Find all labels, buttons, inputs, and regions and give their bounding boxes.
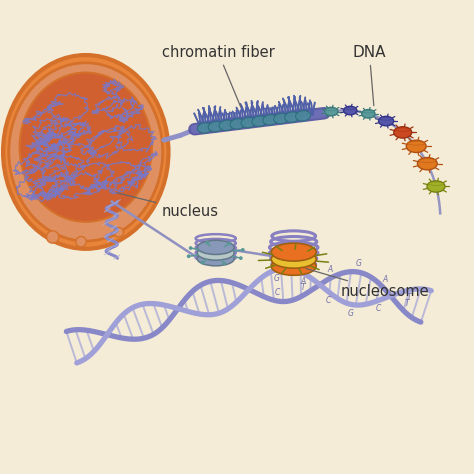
Circle shape	[227, 242, 231, 246]
Text: A: A	[328, 265, 333, 274]
Text: A: A	[300, 277, 305, 286]
Circle shape	[222, 262, 226, 265]
Ellipse shape	[379, 117, 393, 120]
Text: nucleosome: nucleosome	[306, 268, 429, 299]
Ellipse shape	[344, 107, 356, 109]
Ellipse shape	[406, 140, 426, 153]
Text: A: A	[383, 274, 388, 283]
Text: C: C	[325, 296, 331, 305]
Text: C: C	[275, 288, 280, 297]
Circle shape	[241, 248, 245, 252]
Circle shape	[187, 255, 191, 258]
Ellipse shape	[271, 250, 316, 268]
Ellipse shape	[219, 120, 234, 130]
Ellipse shape	[263, 115, 278, 125]
Ellipse shape	[325, 107, 338, 116]
Circle shape	[239, 256, 243, 260]
Circle shape	[189, 246, 192, 250]
Ellipse shape	[252, 116, 267, 127]
Ellipse shape	[3, 55, 168, 249]
Text: T: T	[407, 293, 411, 302]
Ellipse shape	[427, 181, 445, 192]
Ellipse shape	[197, 240, 234, 255]
Ellipse shape	[271, 257, 316, 275]
Ellipse shape	[241, 118, 256, 128]
Ellipse shape	[19, 73, 152, 222]
Text: chromatin fiber: chromatin fiber	[162, 45, 274, 107]
Text: T: T	[300, 283, 305, 292]
Text: G: G	[273, 274, 279, 283]
Ellipse shape	[296, 110, 310, 121]
Ellipse shape	[407, 141, 425, 145]
Ellipse shape	[395, 128, 411, 131]
Text: DNA: DNA	[353, 45, 386, 106]
Ellipse shape	[271, 243, 316, 261]
Ellipse shape	[428, 182, 444, 185]
Text: nucleus: nucleus	[117, 193, 219, 219]
Ellipse shape	[230, 118, 245, 129]
Text: C: C	[375, 304, 381, 313]
Text: G: G	[356, 259, 362, 268]
Ellipse shape	[197, 252, 234, 266]
Ellipse shape	[274, 113, 289, 124]
Ellipse shape	[379, 116, 394, 126]
Text: G: G	[348, 309, 354, 318]
Circle shape	[201, 261, 204, 264]
Ellipse shape	[362, 109, 375, 118]
Ellipse shape	[9, 63, 163, 241]
Ellipse shape	[197, 123, 212, 133]
Ellipse shape	[418, 157, 438, 170]
Circle shape	[76, 237, 86, 247]
Ellipse shape	[325, 108, 337, 111]
Ellipse shape	[363, 110, 374, 113]
Ellipse shape	[197, 246, 234, 260]
Circle shape	[46, 231, 59, 243]
Ellipse shape	[208, 121, 223, 132]
Ellipse shape	[419, 159, 436, 163]
Circle shape	[114, 228, 124, 237]
Circle shape	[205, 241, 209, 245]
Text: T: T	[405, 300, 410, 308]
Ellipse shape	[394, 127, 412, 138]
Ellipse shape	[285, 112, 300, 122]
Ellipse shape	[344, 106, 357, 115]
